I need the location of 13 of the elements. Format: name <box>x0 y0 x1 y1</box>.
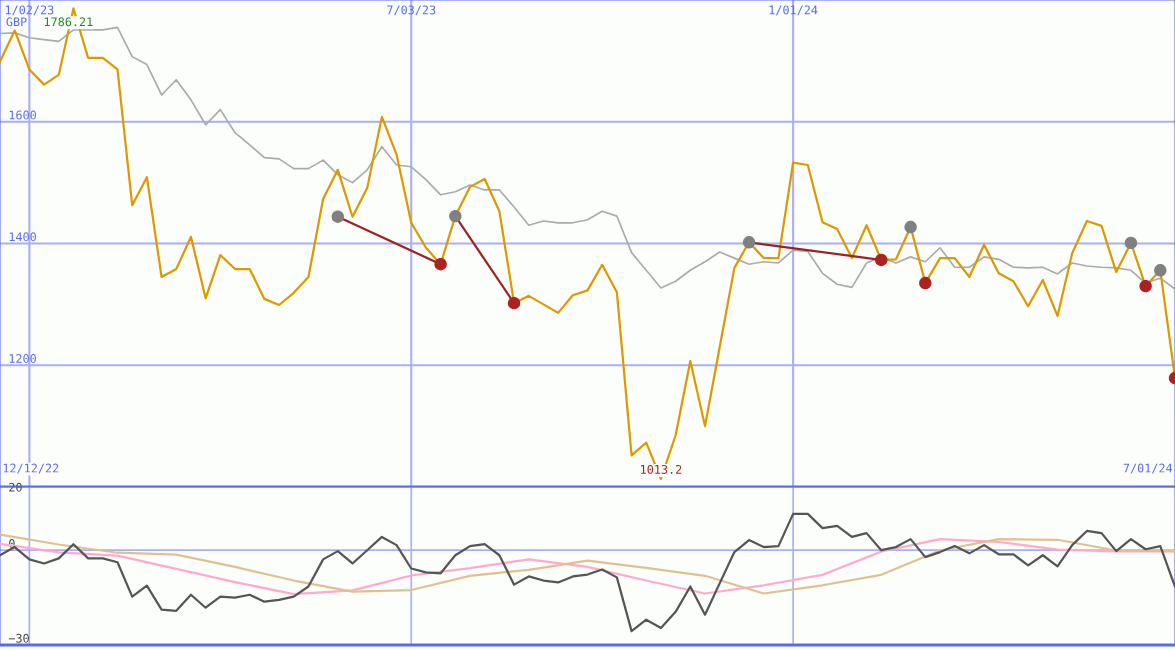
y-tick-label: 1200 <box>9 354 36 363</box>
x-tick-label: 7/03/23 <box>387 5 436 16</box>
annotation: 1013.2 <box>641 464 682 474</box>
y-tick-label: 1600 <box>9 110 36 120</box>
y-tick-label: 20 <box>9 482 22 492</box>
annotation: 12/12/22 <box>3 463 59 474</box>
x-tick-label: 1/02/23 <box>5 5 54 16</box>
x-tick-label: 1/01/24 <box>769 5 818 16</box>
y-tick-label: −30 <box>8 633 29 643</box>
annotation: GBP <box>6 17 27 27</box>
annotation: 7/01/24 <box>1123 463 1173 474</box>
y-tick-label: 1400 <box>9 232 36 242</box>
annotation: 1786.21 <box>44 17 93 27</box>
